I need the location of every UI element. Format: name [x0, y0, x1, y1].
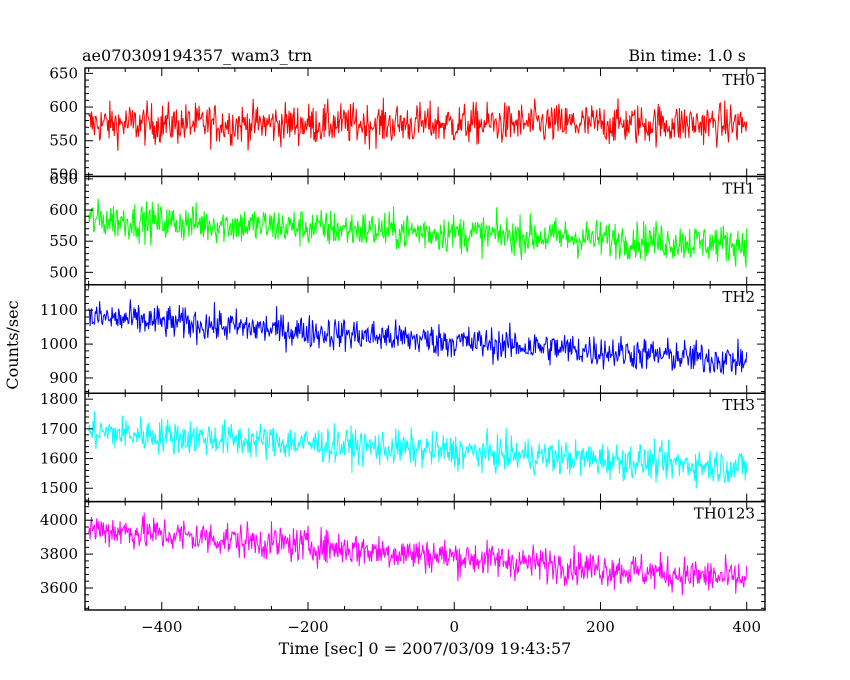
y-tick-label: 550: [49, 232, 78, 250]
y-tick-label: 1800: [40, 390, 78, 408]
panel-frame: [84, 500, 766, 611]
x-tick-label: −200: [287, 618, 328, 636]
panel-th3: 1500 1600 1700 1800 TH3: [40, 390, 766, 503]
y-tick-label: 550: [49, 132, 78, 150]
y-tick-label: 4000: [40, 511, 78, 529]
chart-title: ae070309194357_wam3_trn: [82, 46, 312, 65]
y-tick-label: 900: [49, 369, 78, 387]
series-line-th1: [88, 198, 748, 268]
x-tick-labels: −400 −200 0 200 400: [141, 618, 761, 636]
y-tick-label: 3600: [40, 579, 78, 597]
y-tick-label: 1000: [40, 335, 78, 353]
x-tick-label: −400: [141, 618, 182, 636]
panel-frame: [84, 175, 766, 286]
panel-th2: 900 1000 1100 TH2: [40, 284, 766, 394]
panel-label-th0: TH0: [722, 71, 755, 89]
y-tick-label: 3800: [40, 545, 78, 563]
x-tick-label: 400: [732, 618, 761, 636]
y-axis-title: Counts/sec: [3, 300, 22, 389]
series-line-th0123: [88, 512, 748, 596]
panel-label-th0123: TH0123: [694, 505, 755, 523]
panels-group: 500 550 600 650 TH0 500 550 600 650 TH1 900 1000 110…: [40, 64, 766, 611]
y-tick-label: 1700: [40, 420, 78, 438]
panel-th0123: 3600 3800 4000 TH0123: [40, 500, 766, 611]
panel-label-th3: TH3: [722, 396, 755, 414]
y-tick-label: 650: [49, 170, 78, 188]
y-tick-label: 500: [49, 165, 78, 183]
y-tick-label: 600: [49, 201, 78, 219]
bin-time-label: Bin time: 1.0 s: [628, 46, 746, 65]
panel-th1: 500 550 600 650 TH1: [49, 170, 766, 286]
panel-th0: 500 550 600 650 TH0: [49, 64, 766, 183]
series-line-th0: [88, 97, 748, 151]
y-tick-label: 1100: [40, 301, 78, 319]
panel-frame: [84, 392, 766, 503]
y-tick-label: 500: [49, 263, 78, 281]
x-tick-label: 200: [586, 618, 615, 636]
y-tick-label: 600: [49, 98, 78, 116]
y-tick-label: 1500: [40, 479, 78, 497]
series-line-th2: [88, 299, 748, 376]
x-axis-title: Time [sec] 0 = 2007/03/09 19:43:57: [279, 639, 572, 658]
y-tick-label: 1600: [40, 450, 78, 468]
series-line-th3: [88, 411, 748, 489]
panel-label-th1: TH1: [722, 179, 755, 197]
y-tick-label: 650: [49, 64, 78, 82]
x-tick-label: 0: [449, 618, 459, 636]
panel-label-th2: TH2: [722, 288, 755, 306]
